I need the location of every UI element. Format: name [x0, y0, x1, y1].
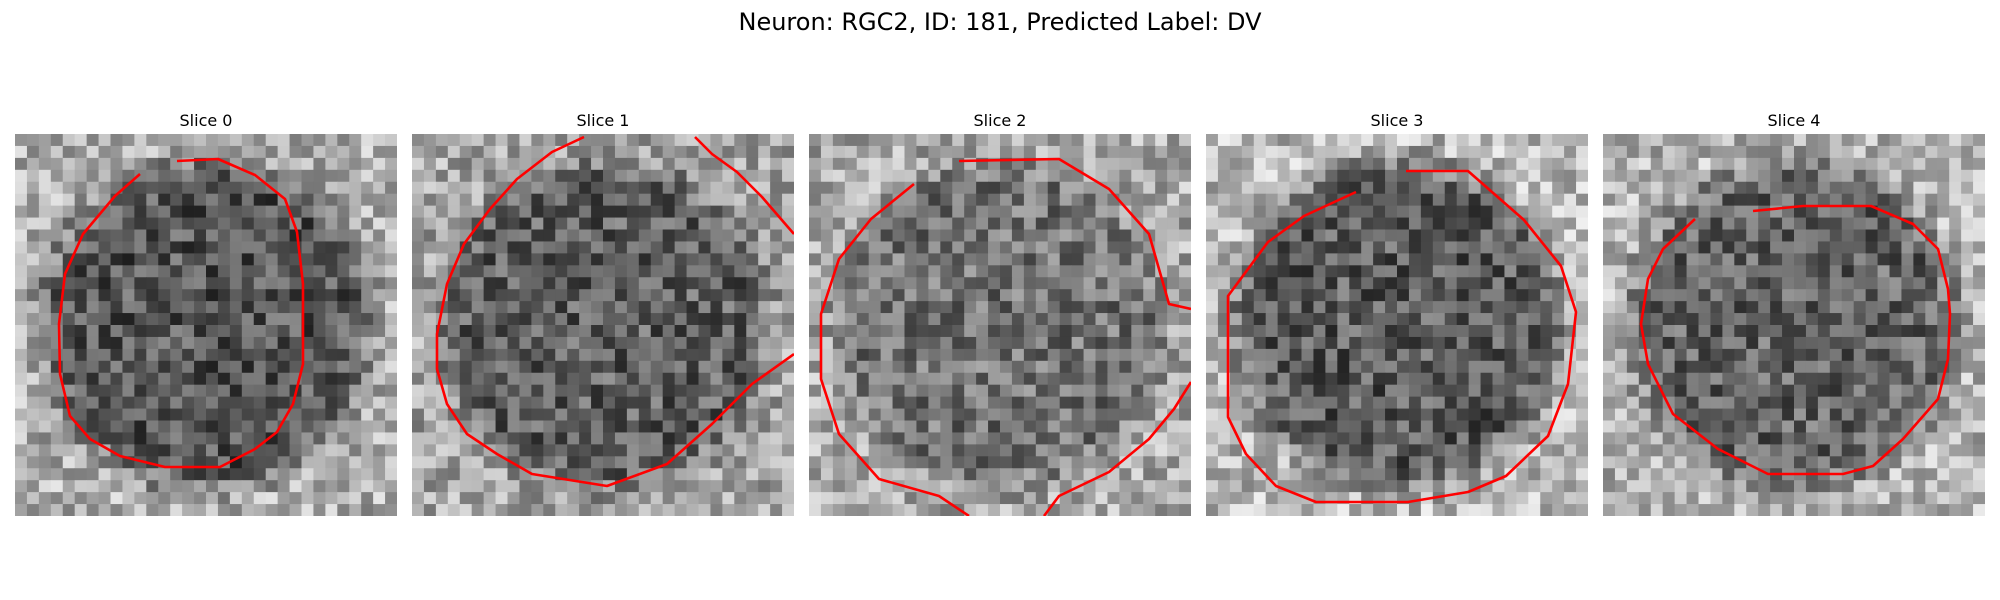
- slice-title: Slice 3: [1370, 111, 1424, 130]
- contour-outline: [435, 135, 794, 488]
- slice-image: [412, 134, 794, 516]
- contour-outline: [1226, 169, 1578, 504]
- slice-panel-3: Slice 3: [1206, 110, 1588, 516]
- slice-title: Slice 4: [1767, 111, 1821, 130]
- contour-outline: [819, 182, 970, 516]
- contour-outline: [1639, 204, 1952, 476]
- contour-outline: [1042, 381, 1191, 516]
- slice-panel-4: Slice 4: [1603, 110, 1985, 516]
- contour-outline: [958, 157, 1191, 311]
- slice-image: [15, 134, 397, 516]
- slice-title: Slice 0: [179, 111, 233, 130]
- slice-panel-0: Slice 0: [15, 110, 397, 516]
- contour-outline: [694, 136, 794, 235]
- slice-panel-2: Slice 2: [809, 110, 1191, 516]
- slice-title: Slice 2: [973, 111, 1027, 130]
- slice-image: [1603, 134, 1985, 516]
- figure-title: Neuron: RGC2, ID: 181, Predicted Label: …: [738, 8, 1262, 36]
- slice-image: [809, 134, 1191, 516]
- contour-outline: [57, 157, 305, 469]
- slice-image: [1206, 134, 1588, 516]
- slice-title: Slice 1: [576, 111, 630, 130]
- slice-panel-1: Slice 1: [412, 110, 794, 516]
